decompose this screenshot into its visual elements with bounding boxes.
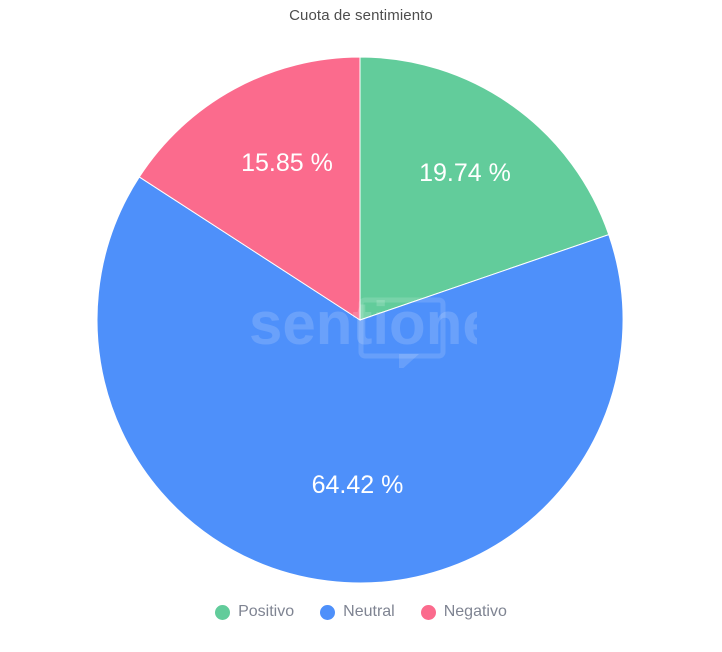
slice-label-neutral: 64.42 % (311, 471, 404, 499)
legend-label-negativo: Negativo (443, 603, 507, 620)
pie-slice-group (96, 56, 624, 584)
slice-label-positivo: 19.74 % (419, 159, 511, 187)
legend-item-negativo[interactable]: Negativo (420, 602, 507, 622)
legend-label-positivo: Positivo (238, 603, 295, 620)
legend-item-positivo[interactable]: Positivo (215, 602, 294, 622)
chart-legend: Positivo Neutral Negativo (0, 602, 722, 622)
legend-item-neutral[interactable]: Neutral (320, 602, 395, 622)
legend-label-neutral: Neutral (343, 603, 395, 620)
pie-svg (96, 56, 624, 584)
pie-slice-negativo[interactable] (138, 56, 361, 321)
pie-slice-neutral[interactable] (96, 176, 624, 584)
legend-swatch-negativo (420, 604, 436, 620)
legend-swatch-positivo (215, 604, 231, 620)
legend-swatch-neutral (320, 604, 336, 620)
pie-slice-positivo[interactable] (359, 56, 610, 321)
slice-label-negativo: 15.85 % (241, 149, 333, 177)
pie-plot-area (96, 56, 624, 584)
chart-title: Cuota de sentimiento (289, 7, 433, 24)
